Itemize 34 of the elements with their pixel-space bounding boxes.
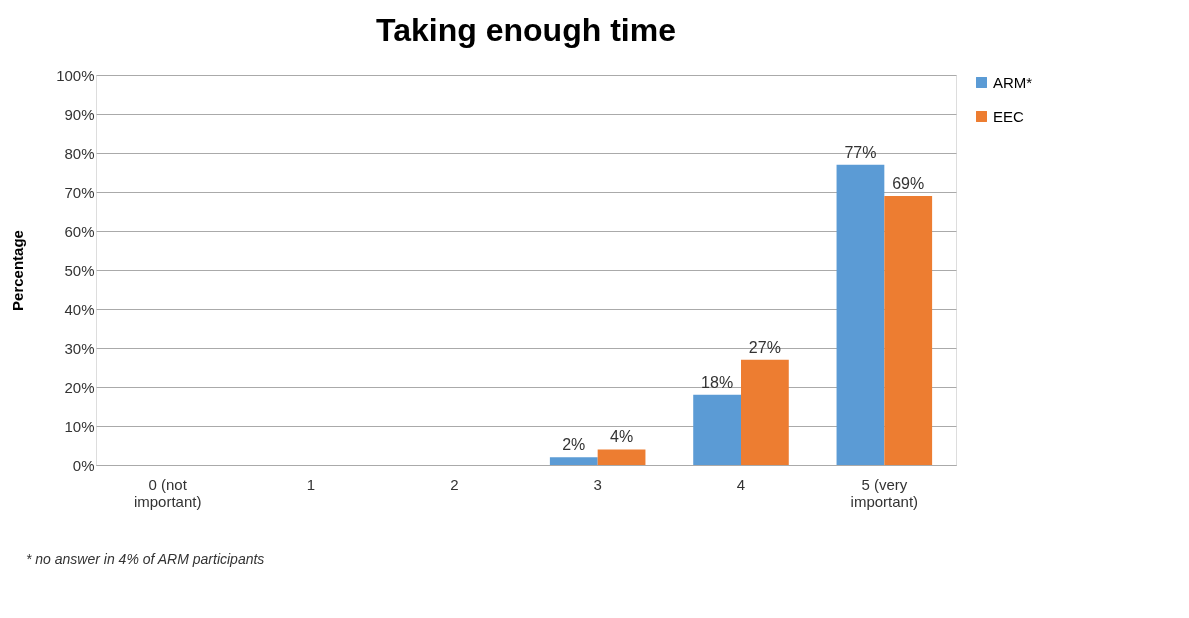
text: * no answer in 4% of ARM participants xyxy=(26,551,265,567)
x-tick-label: 1 xyxy=(306,475,316,493)
y-tick-label: 70% xyxy=(64,183,95,201)
y-tick-label: 90% xyxy=(64,105,95,123)
y-tick-label: 0% xyxy=(72,456,95,474)
bar xyxy=(597,449,646,465)
x-tick-label: 5 (very important) xyxy=(850,475,919,510)
data-label: 27% xyxy=(748,338,781,356)
y-tick-label: 80% xyxy=(64,144,95,162)
legend-label: EEC xyxy=(993,107,1025,125)
chart-title: Taking enough time xyxy=(376,12,676,48)
y-tick-label: 100% xyxy=(56,66,95,84)
x-tick-label: 4 xyxy=(736,475,746,493)
x-tick-label: 3 xyxy=(593,475,602,493)
y-tick-label: 20% xyxy=(64,378,95,396)
bar xyxy=(549,457,598,465)
data-label: 18% xyxy=(701,373,734,391)
y-tick-label: 60% xyxy=(64,222,95,240)
bar xyxy=(884,195,933,465)
data-label: 2% xyxy=(562,436,586,454)
y-tick-label: 40% xyxy=(64,300,95,318)
data-label: 69% xyxy=(892,174,925,192)
y-axis-title: Percentage xyxy=(9,230,27,311)
bar xyxy=(836,164,885,465)
data-label: 4% xyxy=(609,428,634,446)
data-label: 77% xyxy=(844,143,877,161)
bar xyxy=(693,394,741,465)
legend-label: ARM* xyxy=(993,73,1033,91)
bar xyxy=(741,359,789,465)
x-tick-label: 2 xyxy=(450,475,459,493)
x-tick-label: 0 (not important) xyxy=(133,475,202,510)
y-tick-label: 10% xyxy=(64,417,95,435)
y-tick-label: 30% xyxy=(64,339,95,357)
y-tick-label: 50% xyxy=(64,261,95,279)
